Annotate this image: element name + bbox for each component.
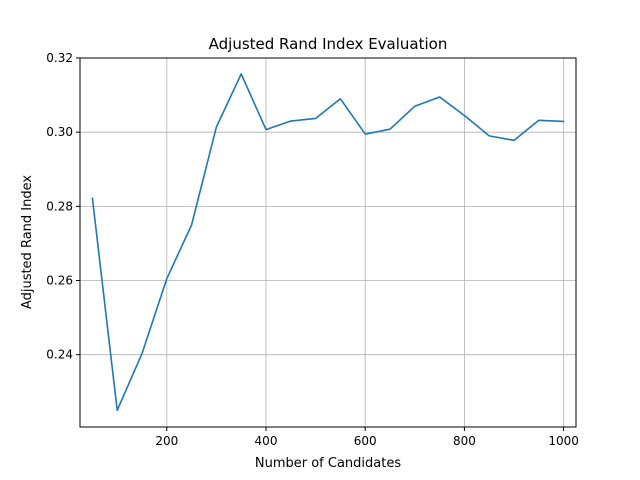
y-tick-label: 0.24 xyxy=(46,348,73,362)
x-tick-label: 200 xyxy=(155,434,178,448)
x-tick-label: 1000 xyxy=(548,434,579,448)
y-tick-label: 0.32 xyxy=(46,51,73,65)
tick-layer: 200 400 600 800 1000 0.24 0.26 0.28 0.30 0.32 xyxy=(46,51,579,448)
y-tick-label: 0.26 xyxy=(46,274,73,288)
x-tick-label: 400 xyxy=(255,434,278,448)
chart-title: Adjusted Rand Index Evaluation xyxy=(209,35,448,53)
grid-layer xyxy=(80,57,576,427)
series-line xyxy=(91,73,565,412)
series-layer xyxy=(91,73,565,412)
x-tick-label: 600 xyxy=(354,434,377,448)
y-axis-label: Adjusted Rand Index xyxy=(20,175,35,309)
x-tick-label: 800 xyxy=(453,434,476,448)
x-axis-label: Number of Candidates xyxy=(255,456,401,471)
plot-frame xyxy=(79,57,577,428)
y-tick-label: 0.30 xyxy=(46,125,73,139)
y-tick-label: 0.28 xyxy=(46,199,73,213)
